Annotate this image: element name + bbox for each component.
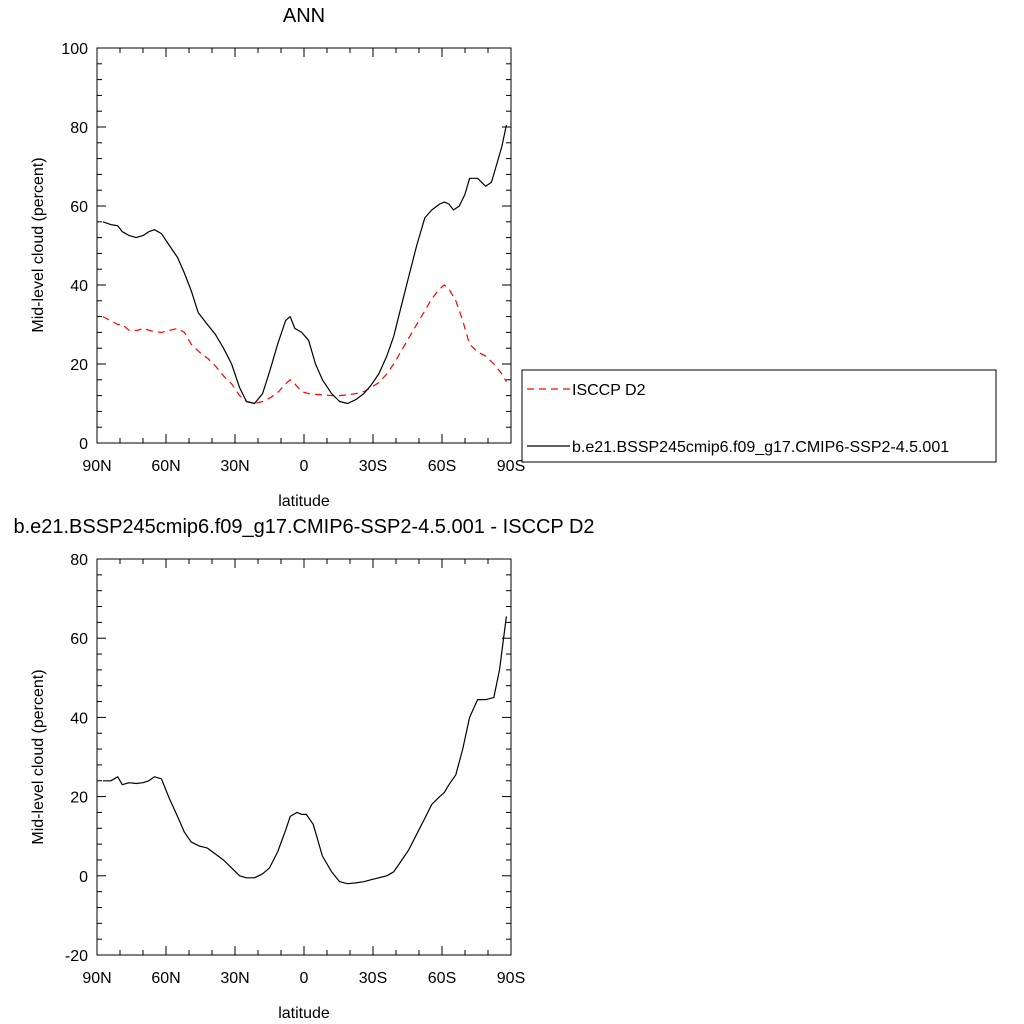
- legend-label-model: b.e21.BSSP245cmip6.f09_g17.CMIP6-SSP2-4.…: [572, 439, 949, 456]
- x-tick-label: 0: [300, 458, 309, 475]
- difference-series-line: [102, 616, 507, 885]
- plot-title-ann: ANN: [283, 5, 325, 27]
- x-tick-label: 60S: [428, 458, 456, 475]
- x-tick-label: 60N: [151, 970, 180, 987]
- x-tick-label: 30N: [220, 970, 249, 987]
- x-tick-labels: 90N 60N 30N 0 30S 60S 90S: [82, 970, 525, 987]
- y-tick-label: 20: [70, 790, 88, 807]
- y-axis-label: Mid-level cloud (percent): [30, 669, 47, 844]
- plot-frame: [96, 47, 512, 444]
- tick-marks: [96, 47, 512, 444]
- difference-plot: b.e21.BSSP245cmip6.f09_g17.CMIP6-SSP2-4.…: [13, 516, 594, 1022]
- x-axis-label: latitude: [278, 493, 330, 510]
- x-tick-label: 90N: [82, 458, 111, 475]
- x-tick-label: 30S: [359, 970, 387, 987]
- y-tick-label: 40: [70, 278, 88, 295]
- x-tick-label: 30N: [220, 458, 249, 475]
- y-tick-label: 40: [70, 710, 88, 727]
- plot-title-difference: b.e21.BSSP245cmip6.f09_g17.CMIP6-SSP2-4.…: [13, 516, 594, 538]
- y-tick-label: 100: [61, 41, 88, 58]
- isccp-d2-series-line: [102, 284, 507, 405]
- legend-label-isccp: ISCCP D2: [572, 382, 646, 399]
- annual-mean-plot: ANN 90N 60N 30N 0 30S 60S 90S 0 20 40 60 80 100 lat…: [30, 5, 525, 510]
- x-tick-label: 30S: [359, 458, 387, 475]
- model-series-line: [102, 124, 507, 405]
- x-tick-label: 90S: [497, 458, 525, 475]
- plot-frame: [96, 558, 512, 956]
- y-tick-label: 60: [70, 199, 88, 216]
- y-tick-labels: 0 20 40 60 80 100: [61, 41, 88, 453]
- legend-box: [521, 369, 997, 463]
- x-tick-labels: 90N 60N 30N 0 30S 60S 90S: [82, 458, 525, 475]
- y-tick-labels: -20 0 20 40 60 80: [65, 552, 88, 965]
- x-tick-label: 60S: [428, 970, 456, 987]
- x-tick-label: 60N: [151, 458, 180, 475]
- y-tick-label: 80: [70, 120, 88, 137]
- x-tick-label: 0: [300, 970, 309, 987]
- x-tick-label: 90S: [497, 970, 525, 987]
- y-tick-label: 80: [70, 552, 88, 569]
- data-lines: [102, 616, 507, 885]
- tick-marks: [96, 558, 512, 956]
- y-tick-label: 0: [79, 869, 88, 886]
- y-tick-label: -20: [65, 948, 88, 965]
- x-tick-label: 90N: [82, 970, 111, 987]
- y-tick-label: 0: [79, 436, 88, 453]
- data-lines: [102, 124, 507, 405]
- y-axis-label: Mid-level cloud (percent): [30, 157, 47, 332]
- legend: ISCCP D2 b.e21.BSSP245cmip6.f09_g17.CMIP…: [521, 369, 997, 463]
- y-tick-label: 60: [70, 631, 88, 648]
- x-axis-label: latitude: [278, 1005, 330, 1022]
- y-tick-label: 20: [70, 357, 88, 374]
